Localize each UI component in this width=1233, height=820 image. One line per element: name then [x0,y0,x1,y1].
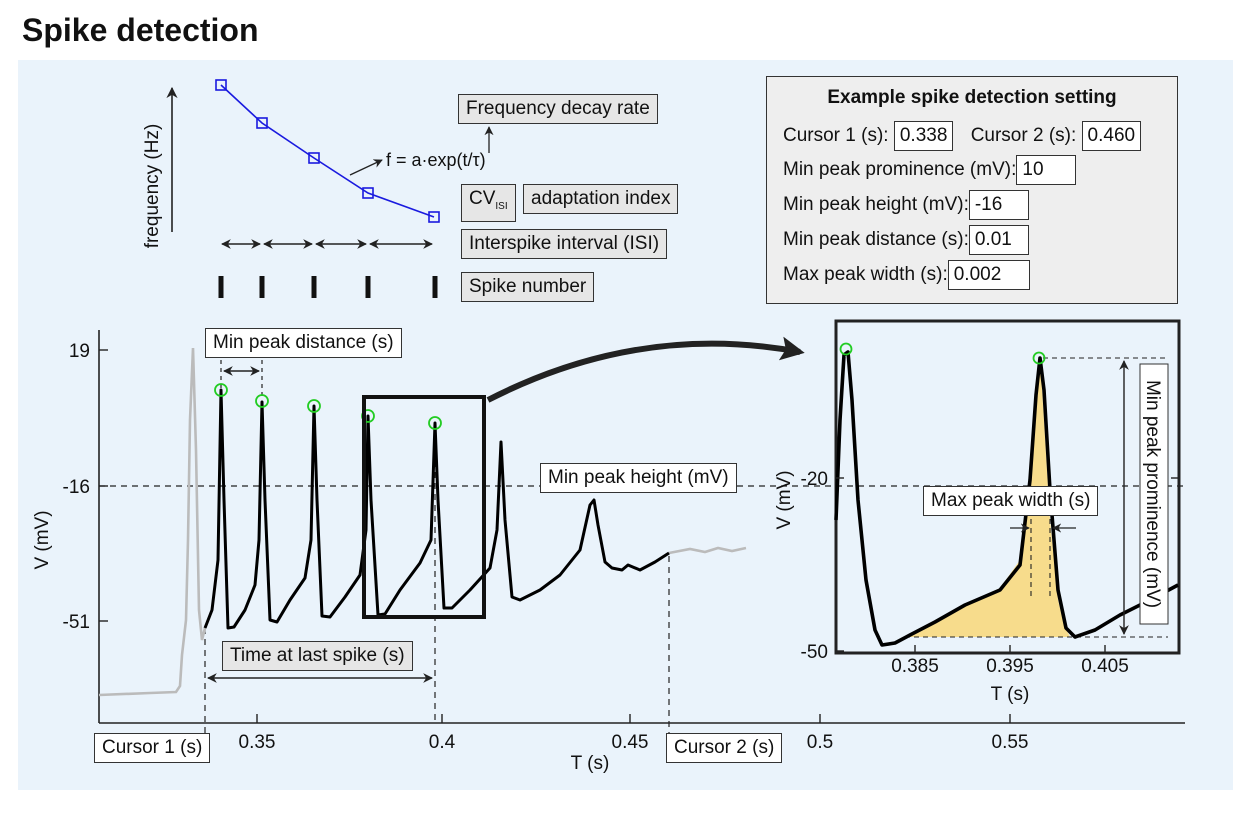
trace-outside-cursors [98,347,207,697]
x-tick-label: 0.55 [992,732,1029,753]
formula-text: f = a·exp(t/τ) [386,150,486,170]
x-tick-label: 0.5 [807,732,833,753]
inset-x-tick-label: 0.385 [891,656,939,677]
max-width-setting-label: Max peak width (s): [783,264,948,286]
formula-pointer [349,159,383,176]
prominence-fill [905,358,1070,637]
inset-plot: -20 -50 0.385 0.395 0.405 T (s) V (mV) M… [774,319,1181,705]
cursor1-setting-value: 0.338 [893,121,954,151]
cursor1-label: Cursor 1 (s) [94,733,211,763]
cursor1-setting-label: Cursor 1 (s): [783,125,889,147]
page-title: Spike detection [22,12,259,48]
spike-ticks [218,276,438,298]
cv-isi-label: CVISI [461,184,516,222]
x-tick-label: 0.4 [429,732,456,753]
peak-marker [214,383,228,397]
peak-marker [428,416,442,430]
peak-marker [307,399,321,413]
inset-peak-marker [1032,351,1046,365]
max-width-setting-value: 0.002 [947,260,1030,290]
voltage-trace [203,388,670,630]
zoom-arrow [486,336,805,403]
cv-subscript: ISI [495,200,508,212]
inset-x-label: T (s) [991,684,1030,705]
cv-prefix: CV [469,188,496,209]
y-tick-label: -51 [63,612,90,633]
peak-markers [214,383,442,430]
inset-y-tick-label: -50 [801,642,828,663]
x-tick-label: 0.45 [612,732,649,753]
distance-row: Min peak distance (s): 0.01 [783,225,1029,255]
settings-title: Example spike detection setting [827,87,1117,108]
trace-outside-cursors [668,546,747,555]
inset-x-tick-label: 0.395 [986,656,1034,677]
min-peak-distance-label: Min peak distance (s) [205,328,402,358]
min-peak-height-label: Min peak height (mV) [540,463,737,493]
inset-peak-marker [839,342,853,356]
frequency-axis-label: frequency (Hz) [142,124,163,249]
frequency-point [256,117,268,129]
prominence-label-box [1139,363,1169,625]
width-row: Max peak width (s): 0.002 [783,260,1030,290]
max-peak-width-label: Max peak width (s) [923,486,1099,516]
min-prominence-setting-label: Min peak prominence (mV): [783,159,1017,181]
inset-y-tick-label: -20 [801,469,828,490]
prominence-row: Min peak prominence (mV): 10 [783,155,1077,185]
isi-label: Interspike interval (ISI) [461,229,668,259]
frequency-point [308,152,320,164]
y-tick-label: -16 [63,477,90,498]
cursor2-setting-label: Cursor 2 (s): [970,125,1077,147]
main-x-label: T (s) [571,753,610,774]
frequency-points [215,79,440,223]
settings-box: Example spike detection setting Cursor 1… [766,76,1178,304]
cursor-row: Cursor 1 (s): 0.338 Cursor 2 (s): 0.460 [783,121,1142,151]
spike-number-label: Spike number [461,272,595,302]
min-prominence-setting-value: 10 [1016,155,1077,185]
x-tick-label: 0.35 [239,732,276,753]
adaptation-index-label: adaptation index [523,184,679,214]
inset-trace [834,350,1179,647]
min-height-setting-value: -16 [968,190,1029,220]
time-at-last-spike-label: Time at last spike (s) [222,641,413,671]
min-distance-setting-value: 0.01 [968,225,1029,255]
frequency-point [362,187,374,199]
cursor2-label: Cursor 2 (s) [666,733,783,763]
prominence-label: Min peak prominence (mV) [1142,380,1163,608]
main-y-label: V (mV) [32,510,53,569]
peak-marker [255,394,269,408]
inset-y-label: V (mV) [774,470,795,529]
frequency-point [215,79,227,91]
cursor2-setting-value: 0.460 [1081,121,1142,151]
frequency-fit-line [220,84,435,218]
min-height-setting-label: Min peak height (mV): [783,194,969,216]
frequency-point [428,211,440,223]
height-row: Min peak height (mV): -16 [783,190,1029,220]
zoom-box [362,395,486,619]
main-plot: 19 -16 -51 V (mV) 0.35 0.4 0.45 0.5 0.55… [32,330,1185,774]
frequency-decay-rate-label: Frequency decay rate [458,94,658,124]
min-distance-setting-label: Min peak distance (s): [783,229,969,251]
y-tick-label: 19 [69,341,90,362]
inset-x-tick-label: 0.405 [1081,656,1129,677]
